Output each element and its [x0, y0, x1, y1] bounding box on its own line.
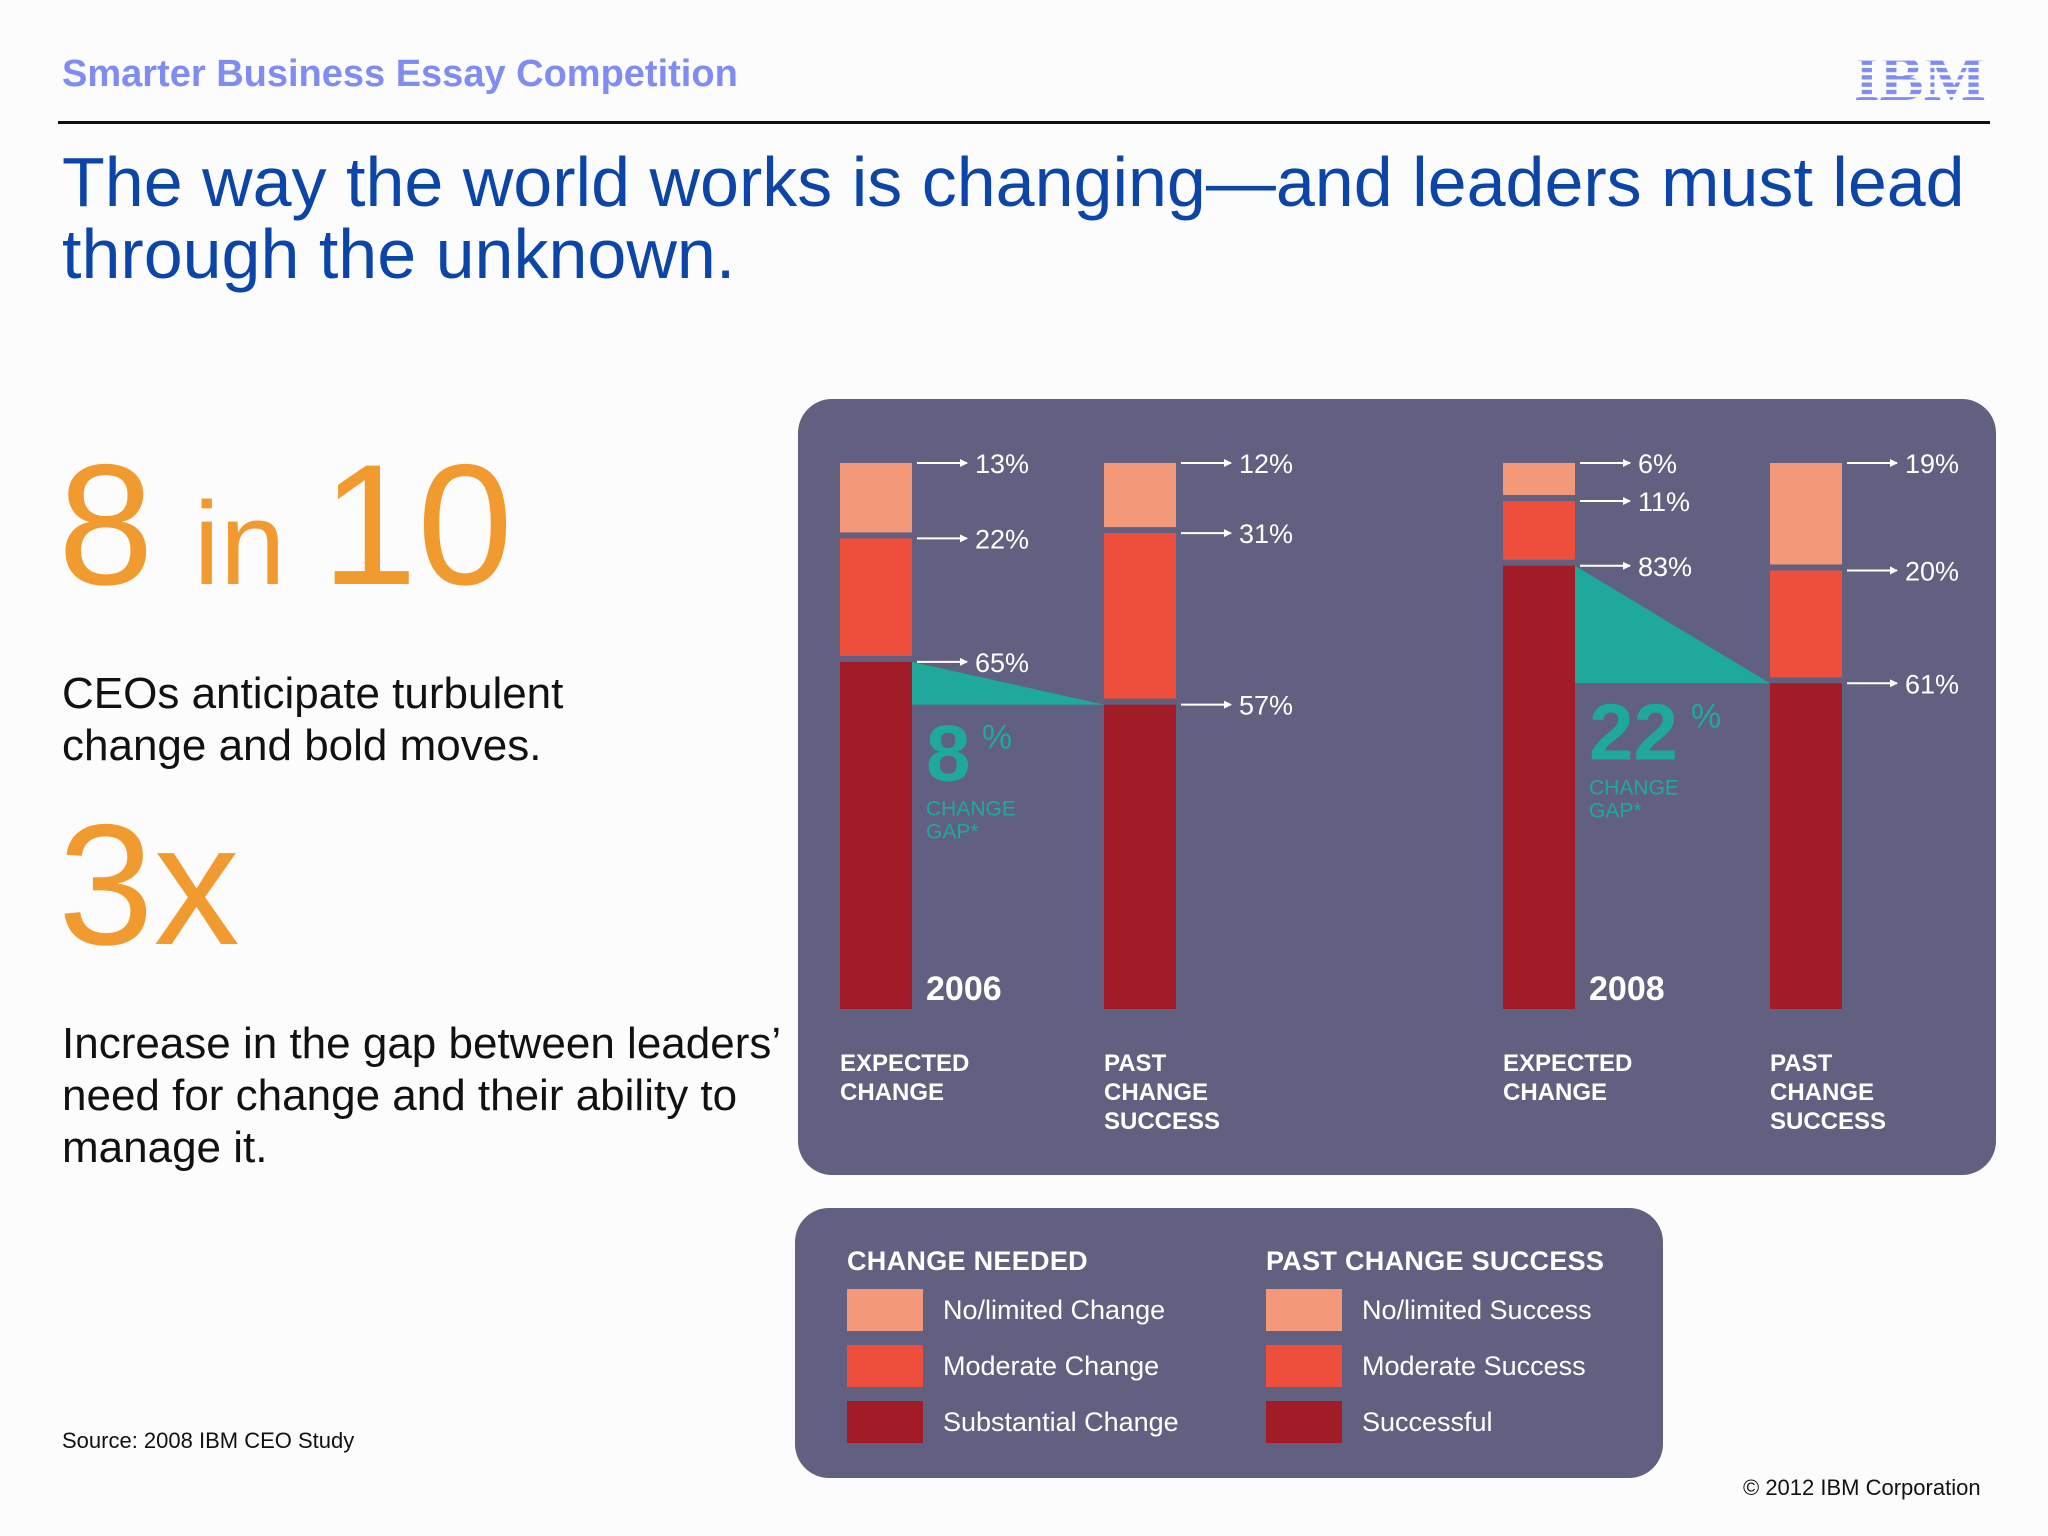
- bar-segment-medium: [840, 538, 912, 656]
- change-gap-value: 22: [1589, 687, 1678, 776]
- bar-segment-light: [1770, 463, 1842, 565]
- data-label: 65%: [975, 648, 1029, 678]
- data-label: 22%: [975, 524, 1029, 554]
- stat-word: in: [193, 478, 286, 610]
- page-headline: The way the world works is changing—and …: [62, 143, 1965, 293]
- stat-1-description: CEOs anticipate turbulent change and bol…: [62, 669, 564, 770]
- data-label: 61%: [1905, 669, 1959, 699]
- category-label: SUCCESS: [1770, 1108, 1886, 1135]
- category-label: SUCCESS: [1104, 1108, 1220, 1135]
- copyright: © 2012 IBM Corporation: [1743, 1475, 1981, 1500]
- header-title: Smarter Business Essay Competition: [62, 53, 738, 95]
- stat-number-b: 10: [321, 429, 513, 621]
- data-label: 12%: [1239, 449, 1293, 479]
- change-gap-unit: %: [982, 719, 1012, 757]
- stat-3x: 3x: [58, 789, 240, 981]
- legend-item: Moderate Change: [847, 1343, 1179, 1389]
- legend-swatch-dark: [847, 1401, 923, 1443]
- year-label: 2008: [1589, 970, 1665, 1008]
- legend-label: No/limited Success: [1362, 1294, 1592, 1325]
- bar-segment-medium: [1770, 570, 1842, 678]
- legend-group-change-needed: CHANGE NEEDED No/limited Change Moderate…: [847, 1246, 1179, 1445]
- data-label: 6%: [1638, 449, 1677, 479]
- stat-number-a: 8: [58, 429, 154, 621]
- legend-label: No/limited Change: [943, 1294, 1166, 1325]
- legend-swatch-dark: [1266, 1401, 1342, 1443]
- bar-segment-light: [840, 463, 912, 533]
- bar-segment-dark: [1104, 704, 1176, 1009]
- legend-swatch-medium: [847, 1345, 923, 1387]
- bar-segment-medium: [1503, 501, 1575, 560]
- category-label: EXPECTED: [840, 1050, 969, 1077]
- legend-swatch-light: [847, 1289, 923, 1331]
- data-label: 57%: [1239, 691, 1293, 721]
- ibm-logo: IBM: [1853, 43, 1987, 114]
- change-gap-caption: GAP*: [1589, 799, 1642, 822]
- year-label: 2006: [926, 970, 1002, 1008]
- header-divider: [58, 121, 1990, 124]
- change-gap-value: 8: [926, 709, 971, 798]
- legend-item: No/limited Success: [1266, 1287, 1604, 1333]
- change-gap-caption: CHANGE: [926, 798, 1016, 821]
- legend-item: Substantial Change: [847, 1399, 1179, 1445]
- change-gap-caption: GAP*: [926, 821, 979, 844]
- bar-segment-dark: [1770, 683, 1842, 1009]
- change-gap-wedge: [912, 661, 1104, 705]
- data-label: 19%: [1905, 449, 1959, 479]
- change-gap-unit: %: [1691, 697, 1721, 735]
- category-label: PAST: [1770, 1050, 1833, 1077]
- bar-segment-light: [1104, 463, 1176, 528]
- data-label: 83%: [1638, 552, 1692, 582]
- legend-label: Moderate Success: [1362, 1350, 1586, 1381]
- change-gap-chart: 13%22%65%EXPECTEDCHANGE12%31%57%PASTCHAN…: [798, 399, 1996, 1175]
- legend-label: Successful: [1362, 1406, 1493, 1437]
- legend-swatch-medium: [1266, 1345, 1342, 1387]
- legend-title-past-change-success: PAST CHANGE SUCCESS: [1266, 1246, 1605, 1276]
- chart-background: [798, 399, 1996, 1175]
- data-label: 20%: [1905, 556, 1959, 586]
- data-label: 31%: [1239, 519, 1293, 549]
- category-label: CHANGE: [840, 1079, 944, 1106]
- data-label: 11%: [1638, 487, 1690, 517]
- category-label: CHANGE: [1770, 1079, 1874, 1106]
- legend-item: Successful: [1266, 1399, 1604, 1445]
- bar-segment-light: [1503, 463, 1575, 496]
- stat-2-description: Increase in the gap between leaders’ nee…: [62, 1019, 780, 1172]
- stat-8-in-10: 8 in 10: [58, 429, 513, 621]
- legend-title-change-needed: CHANGE NEEDED: [847, 1246, 1088, 1276]
- category-label: CHANGE: [1104, 1079, 1208, 1106]
- legend-group-past-change-success: PAST CHANGE SUCCESS No/limited Success M…: [1266, 1246, 1604, 1445]
- ibm-logo-mark: IBM: [1854, 43, 1986, 114]
- chart-legend: CHANGE NEEDED No/limited Change Moderate…: [795, 1208, 1663, 1478]
- legend-item: Moderate Success: [1266, 1343, 1604, 1389]
- legend-swatch-light: [1266, 1289, 1342, 1331]
- legend-item: No/limited Change: [847, 1287, 1179, 1333]
- data-label: 13%: [975, 449, 1029, 479]
- change-gap-caption: CHANGE: [1589, 776, 1679, 799]
- svg-text:IBM: IBM: [1854, 46, 1986, 102]
- bar-segment-dark: [840, 661, 912, 1009]
- legend-label: Substantial Change: [943, 1406, 1179, 1437]
- category-label: PAST: [1104, 1050, 1167, 1077]
- change-gap-wedge: [1575, 565, 1770, 684]
- category-label: CHANGE: [1503, 1079, 1607, 1106]
- bar-segment-dark: [1503, 565, 1575, 1009]
- category-label: EXPECTED: [1503, 1050, 1632, 1077]
- bar-segment-medium: [1104, 533, 1176, 699]
- source-note: Source: 2008 IBM CEO Study: [62, 1428, 355, 1453]
- legend-label: Moderate Change: [943, 1350, 1160, 1381]
